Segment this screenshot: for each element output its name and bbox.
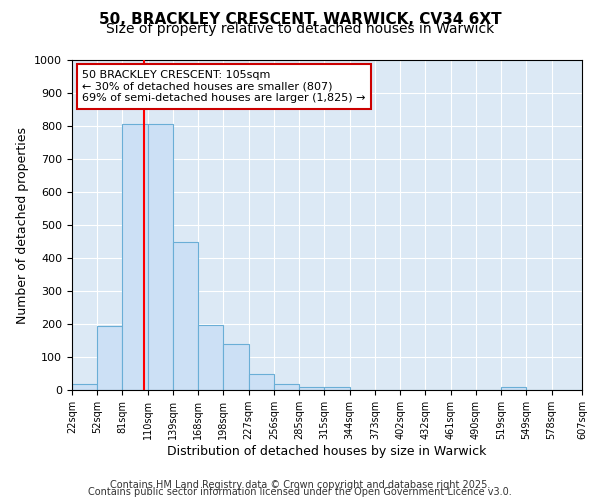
Bar (325, 386, 350, 390)
Bar (501, 386, 526, 390)
Bar (274, 384, 299, 390)
Y-axis label: Number of detached properties: Number of detached properties (16, 126, 29, 324)
Bar (97, 326, 122, 390)
Text: Contains public sector information licensed under the Open Government Licence v3: Contains public sector information licen… (88, 487, 512, 497)
Bar (72, 384, 97, 390)
Bar (173, 242, 198, 390)
Bar (299, 386, 325, 390)
Text: Size of property relative to detached houses in Warwick: Size of property relative to detached ho… (106, 22, 494, 36)
Bar (198, 324, 223, 390)
X-axis label: Distribution of detached houses by size in Warwick: Distribution of detached houses by size … (167, 445, 487, 458)
Text: Contains HM Land Registry data © Crown copyright and database right 2025.: Contains HM Land Registry data © Crown c… (110, 480, 490, 490)
Bar (223, 344, 248, 390)
Bar (148, 124, 173, 390)
Bar (248, 374, 274, 390)
Text: 50 BRACKLEY CRESCENT: 105sqm
← 30% of detached houses are smaller (807)
69% of s: 50 BRACKLEY CRESCENT: 105sqm ← 30% of de… (82, 70, 366, 103)
Bar (122, 124, 148, 390)
Text: 50, BRACKLEY CRESCENT, WARWICK, CV34 6XT: 50, BRACKLEY CRESCENT, WARWICK, CV34 6XT (98, 12, 502, 28)
